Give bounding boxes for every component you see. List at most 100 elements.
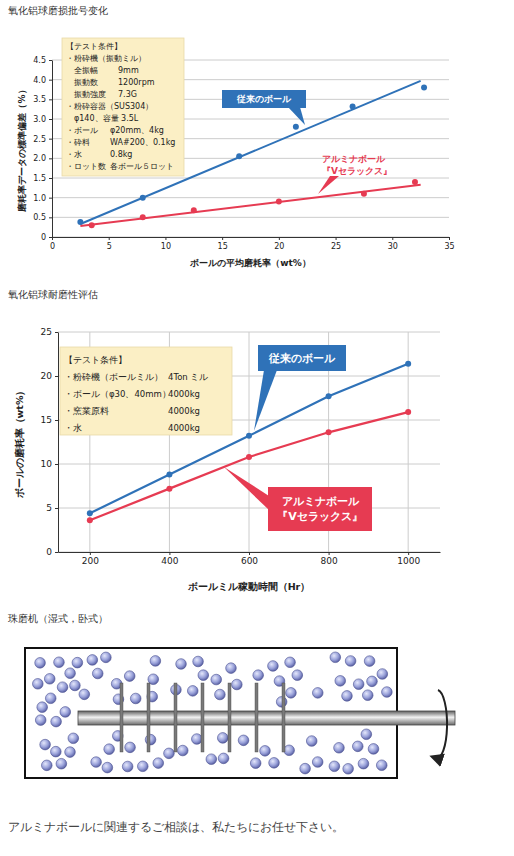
mill-disc [201,683,204,752]
y-tick: 2.0 [33,154,52,163]
bead [92,668,103,679]
bead [217,733,228,744]
bead [250,758,261,769]
y-tick-label: 15 [41,415,52,425]
y-tick: 4.0 [33,76,52,85]
callout-pointer [288,107,305,125]
mill-disc [174,683,177,752]
y-tick-mark [55,376,58,377]
bead [122,761,133,772]
callout-box [222,90,306,108]
data-point [326,429,332,435]
data-point [405,409,411,415]
bead [300,763,311,774]
data-point [246,433,252,439]
grid-line-y [52,237,449,238]
x-tick-mark [336,237,337,240]
y-tick-label: 10 [41,459,53,469]
mill-disc [147,683,150,752]
x-tick-mark [109,237,110,240]
data-point [326,393,332,399]
callout-label: 従来のボール [268,352,336,365]
x-tick: 25 [331,237,341,251]
bead [330,652,341,663]
y-tick-label: 3.0 [33,115,46,124]
x-tick: 35 [444,237,454,251]
bead [292,670,303,681]
bead [177,745,188,756]
grid [58,332,440,552]
y-tick-label: 1.0 [33,194,46,203]
bead [176,659,187,670]
bead [35,658,46,669]
bead [377,669,388,680]
x-tick: 600 [241,552,258,566]
bead [54,657,65,668]
bead [124,671,135,682]
x-tick-label: 800 [320,556,337,566]
data-point [236,153,242,159]
mill-disc [282,683,285,752]
y-tick: 15 [41,415,58,425]
bead [192,734,203,745]
data-point [361,191,367,197]
x-tick: 400 [161,552,178,566]
condition-value: 各ボール５ロット [110,162,174,171]
bead [367,676,378,687]
condition-detail-value: 1200rpm [118,78,155,87]
condition-label: ・ボール（φ30、40mm） [64,389,171,399]
y-axis: 00.51.01.52.02.53.03.54.04.5 [33,56,52,242]
x-axis-title: ボールミル稼動時間（Hr） [187,581,311,592]
data-point [89,222,95,228]
y-tick-label: 0 [41,233,46,242]
bead [353,679,364,690]
y-tick: 5 [46,503,58,513]
bead [286,688,297,699]
y-tick-mark [55,508,58,509]
x-tick: 800 [320,552,337,566]
condition-detail-value: 9mm [118,66,139,75]
x-tick-label: 15 [218,242,228,251]
bead [276,697,287,708]
callout-pointer [254,370,277,431]
y-tick-label: 5 [46,503,52,513]
condition-label: ・粉砕機（振動ミル） [66,54,146,63]
x-axis: 05101520253035 [50,237,455,251]
data-point [276,199,282,205]
y-tick-mark [49,119,52,120]
condition-value: WA#200、0.1kg [110,138,175,147]
y-tick-mark [49,139,52,140]
grid-line-y [52,217,449,218]
x-tick-label: 0 [50,242,55,251]
callout-box [268,487,372,531]
condition-label: ・ボール [66,126,98,135]
data-point [87,510,93,516]
x-tick: 0 [50,237,55,251]
y-tick-mark [49,99,52,100]
bead [198,670,209,681]
condition-value: 4Ton ミル [168,372,208,382]
bead [150,656,161,667]
y-tick-mark [49,60,52,61]
bead [361,729,372,740]
page: 氧化铝球磨损批号变化0510152025303500.51.01.52.02.5… [0,0,514,856]
bead [306,736,317,747]
y-tick-label: 1.5 [33,174,46,183]
bead [70,680,81,691]
footer-text: アルミナボールに関連するご相談は、私たちにお任せ下さい。 [8,820,344,834]
condition-detail: 振動数 [74,78,98,87]
grid-line-y [52,197,449,198]
x-tick: 20 [274,237,284,251]
x-tick-label: 600 [241,556,258,566]
bead [238,735,249,746]
chart-title: 氧化铝球耐磨性评估 [8,289,98,300]
y-axis-title: 磨耗率データの標準偏差（%） [17,85,27,212]
bead [285,657,296,668]
y-tick: 2.5 [33,135,52,144]
callout-label: アルミナボール『Vセラックス』 [277,495,363,523]
bead [358,758,369,769]
y-tick-label: 2.5 [33,135,46,144]
data-point [140,195,146,201]
bead [35,715,46,726]
series-callout: 従来のボール [254,345,346,431]
